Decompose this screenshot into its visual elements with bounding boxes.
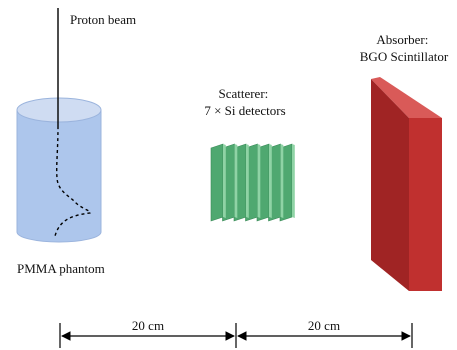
absorber-label: Absorber: BGO Scintillator bbox=[360, 32, 449, 64]
absorber-top-face bbox=[371, 77, 442, 118]
si-detector-layer-edge bbox=[223, 144, 226, 218]
absorber-label-line2: BGO Scintillator bbox=[360, 49, 449, 64]
si-detector-layer-edge bbox=[234, 144, 238, 218]
scatterer-layers bbox=[210, 143, 295, 222]
si-detector-layer-edge bbox=[269, 144, 272, 218]
distance-label-1: 20 cm bbox=[132, 318, 164, 333]
scatterer-si-detectors-icon bbox=[210, 143, 295, 222]
proton-beam-label: Proton beam bbox=[70, 12, 136, 27]
scatterer-label-line1: Scatterer: bbox=[218, 86, 268, 101]
distance-label-2: 20 cm bbox=[308, 318, 340, 333]
si-detector-layer-edge bbox=[292, 144, 295, 218]
si-detector-layer-edge bbox=[246, 144, 249, 218]
distance-markers bbox=[59, 323, 413, 348]
scatterer-label-line2: 7 × Si detectors bbox=[204, 103, 285, 118]
phantom-body bbox=[16, 109, 102, 243]
absorber-side-face bbox=[409, 118, 442, 291]
scatterer-label: Scatterer: 7 × Si detectors bbox=[204, 86, 285, 118]
pmma-phantom-label: PMMA phantom bbox=[17, 261, 105, 276]
si-detector-layer-edge bbox=[257, 144, 261, 218]
absorber-bgo-block-icon bbox=[371, 77, 442, 291]
si-detector-layer-edge bbox=[280, 144, 284, 218]
absorber-front-face bbox=[371, 79, 409, 291]
si-detector-layer-face bbox=[210, 143, 224, 222]
beam-dotted-path bbox=[54, 125, 92, 237]
phantom-top bbox=[16, 97, 102, 123]
pmma-phantom-cylinder-icon bbox=[16, 97, 102, 243]
proton-beam-track bbox=[54, 8, 92, 237]
absorber-label-line1: Absorber: bbox=[376, 32, 428, 47]
si-detector-layer bbox=[210, 143, 226, 222]
